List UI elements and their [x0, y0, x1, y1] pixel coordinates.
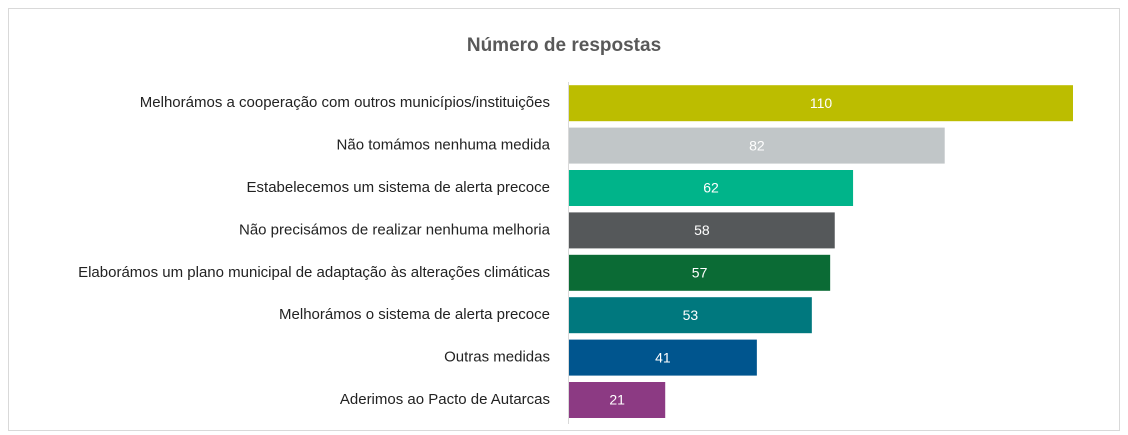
bar: [569, 382, 666, 418]
value-label: 58: [694, 222, 710, 238]
value-label: 62: [703, 180, 719, 196]
bar: [569, 212, 835, 249]
value-label: 41: [655, 349, 671, 365]
category-label: Elaborámos um plano municipal de adaptaç…: [78, 264, 550, 281]
bar: [569, 297, 812, 334]
category-label: Não precisámos de realizar nenhuma melho…: [239, 221, 551, 238]
chart-title: Número de respostas: [467, 35, 661, 56]
value-label: 21: [609, 392, 625, 408]
category-label: Estabelecemos um sistema de alerta preco…: [247, 179, 550, 196]
value-label: 82: [749, 137, 765, 153]
category-label: Melhorámos a cooperação com outros munic…: [140, 94, 550, 111]
category-label: Não tomámos nenhuma medida: [337, 137, 551, 154]
category-label: Melhorámos o sistema de alerta precoce: [279, 306, 550, 323]
value-label: 110: [810, 95, 833, 111]
chart-frame: [8, 8, 1120, 431]
category-label: Aderimos ao Pacto de Autarcas: [340, 391, 550, 408]
bar: [569, 170, 854, 206]
bar: [569, 85, 1073, 122]
bar: [569, 339, 757, 376]
bar: [569, 127, 945, 164]
bar: [569, 254, 831, 291]
value-label: 57: [692, 265, 708, 281]
value-label: 53: [683, 307, 699, 323]
category-label: Outras medidas: [444, 349, 550, 366]
